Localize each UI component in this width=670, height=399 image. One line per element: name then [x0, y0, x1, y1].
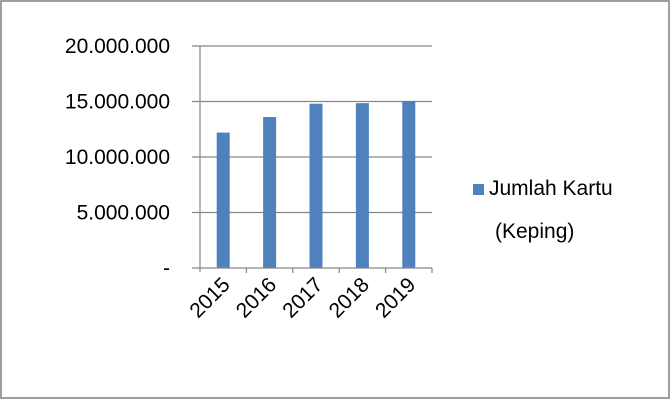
bar-2017: [309, 103, 323, 268]
y-tick-labels: - 5.000.000 10.000.000 15.000.000 20.000.000: [65, 35, 170, 280]
legend-swatch: [473, 184, 484, 195]
legend: Jumlah Kartu (Keping): [473, 177, 613, 243]
y-tick-label: 5.000.000: [77, 202, 170, 225]
bar-2016: [263, 117, 277, 268]
y-tick-label: 15.000.000: [65, 91, 170, 114]
bars: [216, 100, 416, 268]
y-tick-label: 20.000.000: [65, 35, 170, 58]
axes: [192, 46, 433, 273]
legend-label-line-1: Jumlah Kartu: [489, 177, 613, 200]
y-tick-label: 10.000.000: [65, 146, 170, 169]
bar-2018: [355, 103, 369, 268]
bar-2015: [216, 132, 230, 268]
bar-2019: [402, 100, 416, 268]
y-tick-label: -: [163, 257, 170, 280]
legend-label-line-2: (Keping): [495, 220, 574, 243]
